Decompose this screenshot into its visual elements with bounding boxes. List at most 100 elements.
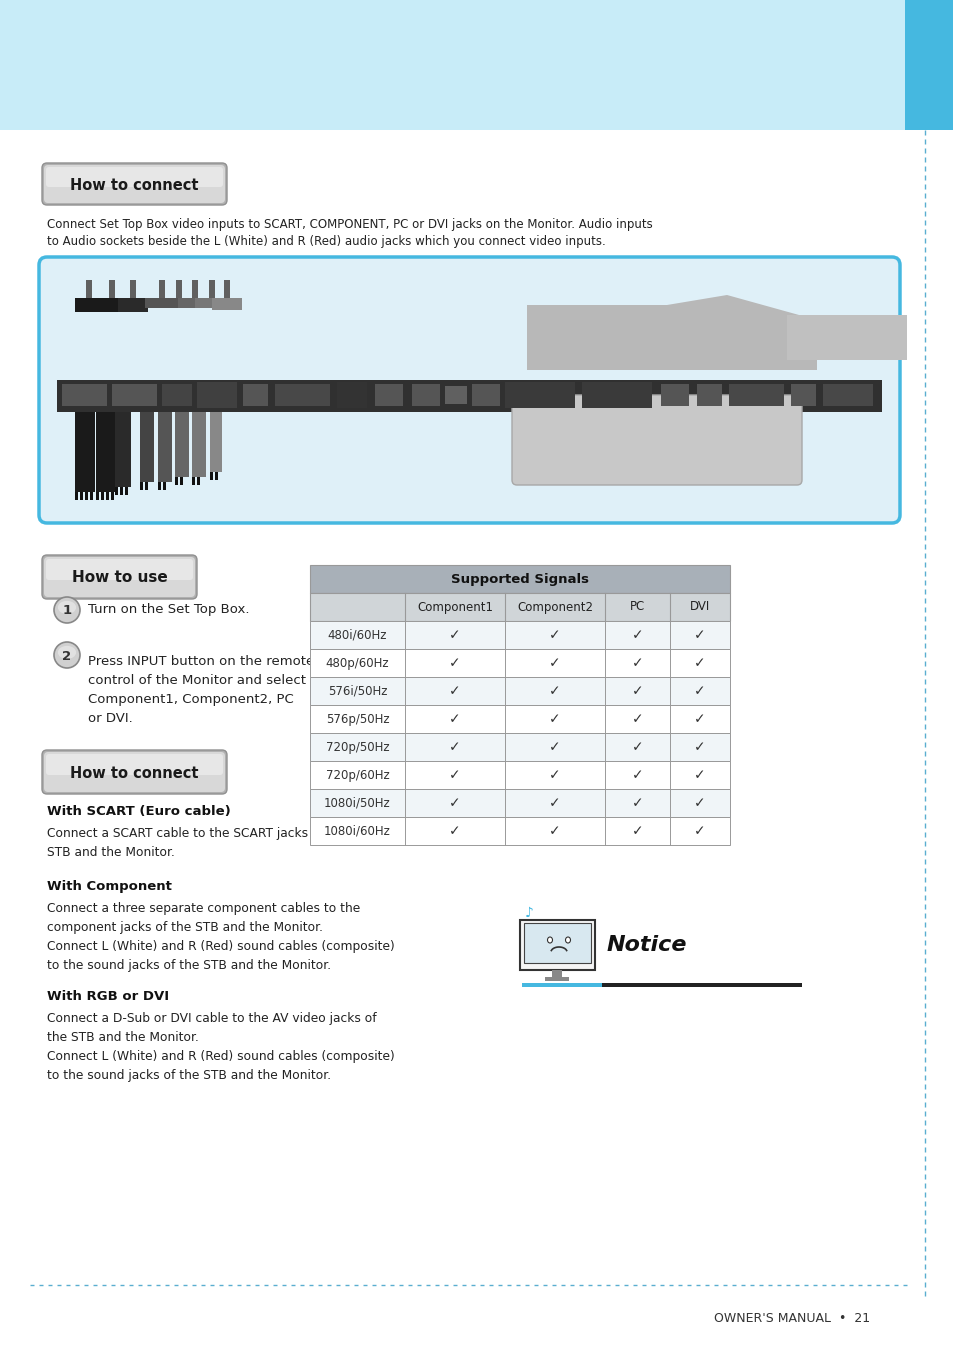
Bar — [660, 384, 688, 406]
Text: Press INPUT button on the remote
control of the Monitor and select
Component1, C: Press INPUT button on the remote control… — [88, 656, 314, 724]
Bar — [159, 281, 165, 299]
Bar — [109, 281, 115, 299]
Bar — [98, 298, 126, 312]
Bar — [552, 970, 561, 978]
Bar — [444, 386, 467, 403]
Text: How to connect: How to connect — [71, 178, 198, 193]
Text: ✓: ✓ — [631, 768, 642, 782]
Bar — [310, 565, 729, 594]
Text: Turn on the Set Top Box.: Turn on the Set Top Box. — [88, 603, 250, 616]
Text: Component1: Component1 — [416, 600, 493, 614]
Bar — [192, 411, 206, 478]
Text: ♪: ♪ — [524, 907, 534, 920]
Text: ✓: ✓ — [449, 656, 460, 670]
Bar — [180, 478, 183, 486]
Bar — [145, 482, 148, 490]
Bar — [224, 281, 230, 299]
Bar — [62, 384, 107, 406]
Text: ✓: ✓ — [631, 656, 642, 670]
Bar — [214, 472, 218, 480]
FancyBboxPatch shape — [39, 258, 899, 523]
Ellipse shape — [58, 600, 76, 614]
Bar — [310, 817, 729, 844]
Bar — [581, 382, 651, 407]
Bar — [162, 298, 196, 308]
Text: ✓: ✓ — [694, 712, 705, 726]
Text: ✓: ✓ — [694, 796, 705, 809]
Bar — [544, 977, 568, 981]
Bar — [310, 677, 729, 706]
Bar — [336, 382, 367, 407]
Text: Connect a SCART cable to the SCART jacks of the
STB and the Monitor.: Connect a SCART cable to the SCART jacks… — [47, 827, 348, 859]
FancyBboxPatch shape — [46, 754, 223, 774]
Text: ✓: ✓ — [449, 796, 460, 809]
Text: How to connect: How to connect — [71, 765, 198, 781]
FancyBboxPatch shape — [46, 558, 193, 580]
FancyBboxPatch shape — [44, 165, 225, 202]
Ellipse shape — [54, 598, 80, 623]
Text: How to use: How to use — [71, 571, 167, 585]
Bar — [115, 411, 131, 487]
Bar — [175, 281, 182, 299]
Text: ✓: ✓ — [549, 824, 560, 838]
FancyBboxPatch shape — [512, 395, 801, 486]
Text: ✓: ✓ — [631, 684, 642, 697]
Ellipse shape — [565, 938, 570, 943]
Bar — [209, 281, 214, 299]
Text: ✓: ✓ — [631, 712, 642, 726]
Text: 576p/50Hz: 576p/50Hz — [325, 712, 389, 726]
Bar — [310, 789, 729, 817]
Text: ✓: ✓ — [449, 629, 460, 642]
Text: ✓: ✓ — [694, 629, 705, 642]
Bar — [196, 382, 236, 407]
Bar — [310, 594, 729, 621]
Text: 576i/50Hz: 576i/50Hz — [328, 684, 387, 697]
Bar — [504, 382, 575, 407]
Text: 720p/50Hz: 720p/50Hz — [325, 741, 389, 754]
Text: ✓: ✓ — [449, 712, 460, 726]
Text: Connect Set Top Box video inputs to SCART, COMPONENT, PC or DVI jacks on the Mon: Connect Set Top Box video inputs to SCAR… — [47, 219, 652, 231]
Bar — [174, 478, 178, 486]
Bar — [96, 492, 99, 500]
Bar — [472, 384, 499, 406]
Text: ✓: ✓ — [549, 629, 560, 642]
Bar — [310, 649, 729, 677]
Bar — [125, 487, 128, 495]
Text: 1: 1 — [62, 604, 71, 618]
Text: ✓: ✓ — [694, 684, 705, 697]
Bar — [412, 384, 439, 406]
Bar — [310, 761, 729, 789]
Text: ✓: ✓ — [694, 741, 705, 754]
FancyBboxPatch shape — [44, 557, 194, 598]
Bar — [243, 384, 268, 406]
Text: Connect a D-Sub or DVI cable to the AV video jacks of
the STB and the Monitor.
C: Connect a D-Sub or DVI cable to the AV v… — [47, 1012, 395, 1082]
Text: DVI: DVI — [689, 600, 709, 614]
Bar — [101, 492, 104, 500]
Bar — [163, 482, 166, 490]
Bar — [0, 0, 904, 130]
FancyBboxPatch shape — [42, 554, 196, 599]
FancyBboxPatch shape — [42, 750, 227, 795]
Bar — [162, 384, 192, 406]
Text: 480i/60Hz: 480i/60Hz — [328, 629, 387, 642]
FancyBboxPatch shape — [42, 163, 227, 205]
Ellipse shape — [547, 938, 552, 943]
Text: ✓: ✓ — [549, 684, 560, 697]
Bar — [212, 298, 242, 310]
Text: OWNER'S MANUAL  •  21: OWNER'S MANUAL • 21 — [713, 1311, 869, 1325]
Bar — [192, 281, 198, 299]
Text: 480p/60Hz: 480p/60Hz — [325, 657, 389, 669]
Text: 1080i/60Hz: 1080i/60Hz — [324, 824, 391, 838]
Text: ✓: ✓ — [694, 656, 705, 670]
Bar — [519, 920, 595, 970]
Text: ✓: ✓ — [549, 712, 560, 726]
Bar — [90, 492, 92, 500]
Bar — [75, 492, 78, 500]
Bar — [274, 384, 330, 406]
Bar — [112, 384, 157, 406]
Text: to Audio sockets beside the L (White) and R (Red) audio jacks which you connect : to Audio sockets beside the L (White) an… — [47, 235, 605, 248]
Bar — [310, 706, 729, 733]
Text: ✓: ✓ — [631, 741, 642, 754]
Text: ✓: ✓ — [694, 824, 705, 838]
FancyBboxPatch shape — [46, 167, 223, 188]
